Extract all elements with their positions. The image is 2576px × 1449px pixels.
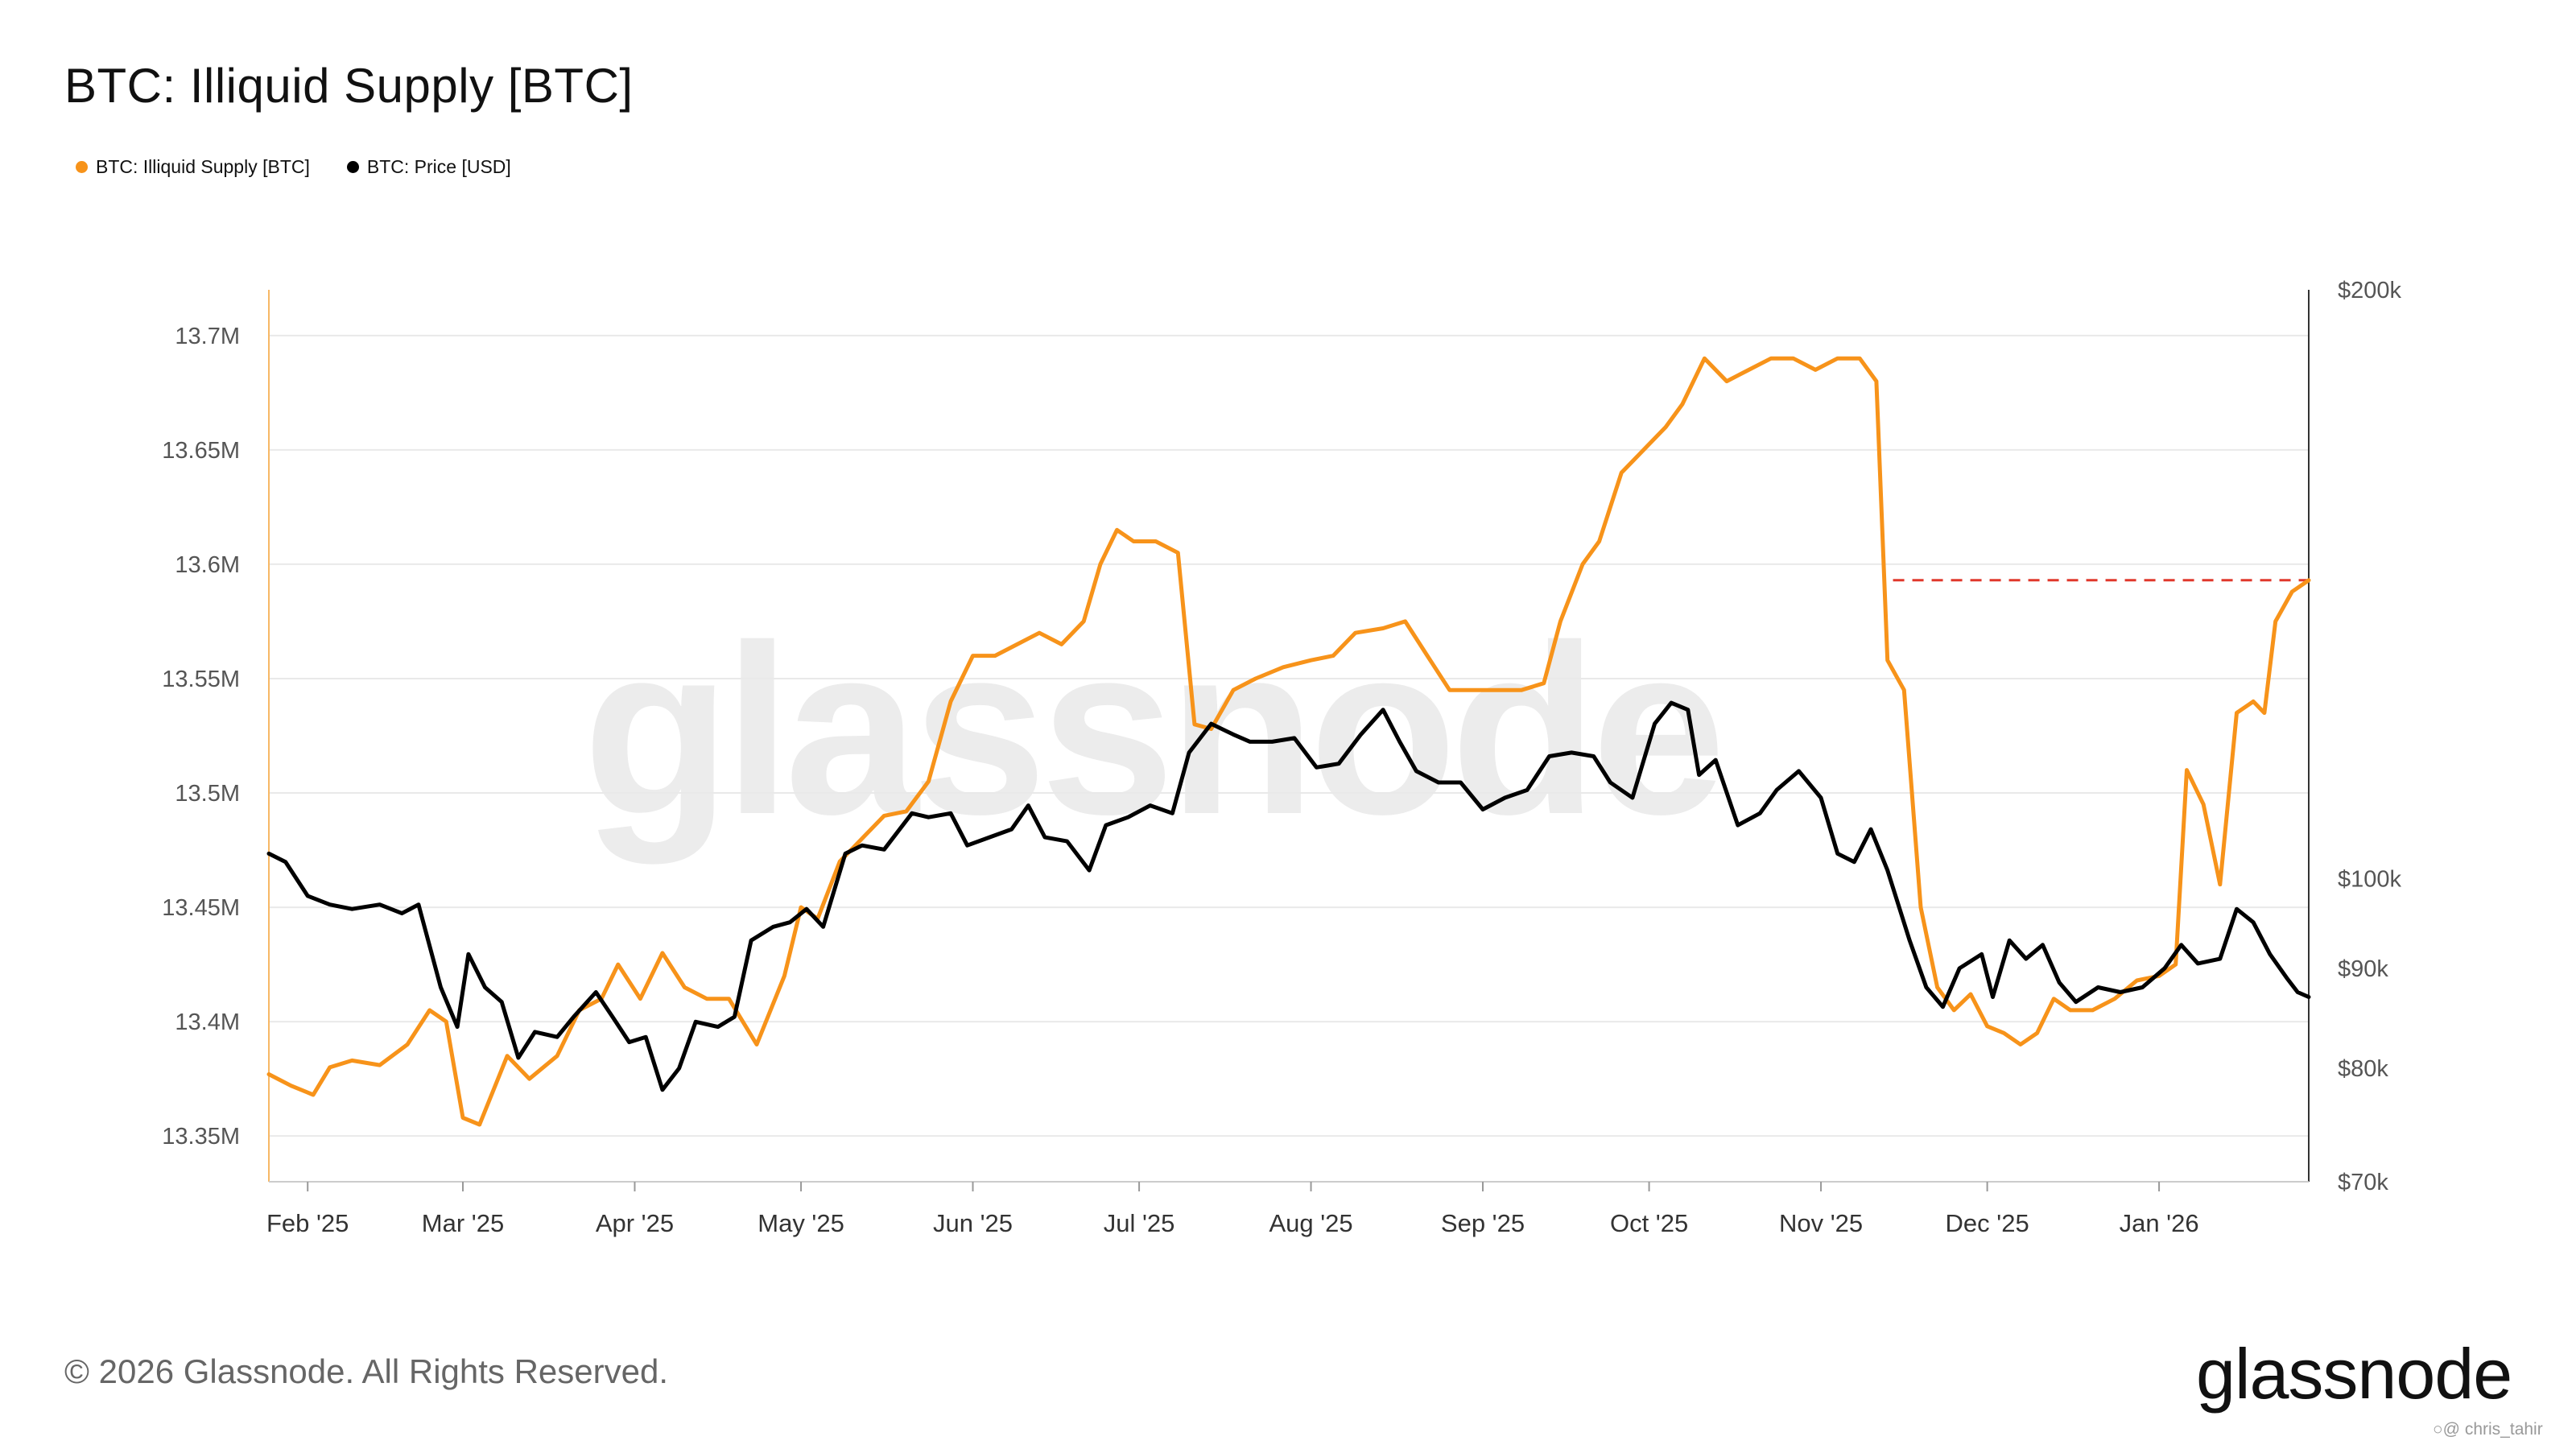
legend-dot-price (346, 161, 359, 173)
legend-dot-illiquid-supply (76, 161, 88, 173)
x-tick-label: Aug '25 (1269, 1209, 1352, 1237)
x-tick-label: Mar '25 (422, 1209, 504, 1237)
legend-label-illiquid-supply: BTC: Illiquid Supply [BTC] (96, 156, 310, 177)
credit-text: ○@ chris_tahir (2433, 1420, 2543, 1439)
y-left-tick-label: 13.6M (175, 552, 240, 578)
x-tick-label: Apr '25 (596, 1209, 674, 1237)
legend-label-price: BTC: Price [USD] (366, 156, 511, 177)
x-tick-label: Jan '26 (2120, 1209, 2199, 1237)
series-line-price (266, 700, 2311, 1092)
chart-title: BTC: Illiquid Supply [BTC] (64, 59, 634, 113)
brand-logo: glassnode (2196, 1334, 2512, 1414)
x-tick-label: Oct '25 (1610, 1209, 1688, 1237)
y-right-tick-label: $70k (2338, 1170, 2388, 1195)
series-line-illiquid-supply (266, 356, 2311, 1127)
x-tick-label: May '25 (758, 1209, 844, 1237)
y-right-tick-label: $200k (2338, 278, 2402, 303)
x-tick-label: Nov '25 (1779, 1209, 1863, 1237)
copyright-text: © 2026 Glassnode. All Rights Reserved. (64, 1352, 669, 1390)
legend-item-illiquid-supply[interactable]: BTC: Illiquid Supply [BTC] (76, 156, 310, 178)
x-tick-label: Sep '25 (1441, 1209, 1525, 1237)
y-left-tick-label: 13.45M (162, 895, 240, 921)
series-layer (266, 356, 2311, 1127)
x-tick-label: Jun '25 (933, 1209, 1013, 1237)
x-tick-label: Jul '25 (1104, 1209, 1175, 1237)
y-right-tick-label: $100k (2338, 867, 2402, 893)
watermark: glassnode (583, 594, 1719, 866)
y-left-tick-label: 13.65M (162, 438, 240, 464)
ticks-layer: 13.35M 13.4M 13.45M 13.5M 13.55M 13.6M 13.65M 1… (162, 278, 2401, 1237)
legend-item-price[interactable]: BTC: Price [USD] (346, 156, 511, 178)
y-left-tick-label: 13.5M (175, 781, 240, 807)
x-tick-label: Dec '25 (1946, 1209, 2029, 1237)
legend: BTC: Illiquid Supply [BTC] BTC: Price [U… (76, 156, 511, 178)
y-right-tick-label: $80k (2338, 1056, 2388, 1082)
y-left-tick-label: 13.55M (162, 667, 240, 692)
y-left-tick-label: 13.7M (175, 324, 240, 349)
x-tick-label: Feb '25 (266, 1209, 349, 1237)
y-left-tick-label: 13.35M (162, 1124, 240, 1150)
y-right-tick-label: $90k (2338, 956, 2388, 982)
axis-layer (268, 290, 2310, 1191)
grid-layer (269, 334, 2309, 1137)
y-left-tick-label: 13.4M (175, 1009, 240, 1035)
